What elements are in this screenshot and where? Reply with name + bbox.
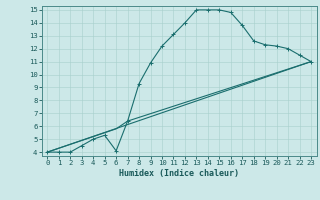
X-axis label: Humidex (Indice chaleur): Humidex (Indice chaleur) (119, 169, 239, 178)
